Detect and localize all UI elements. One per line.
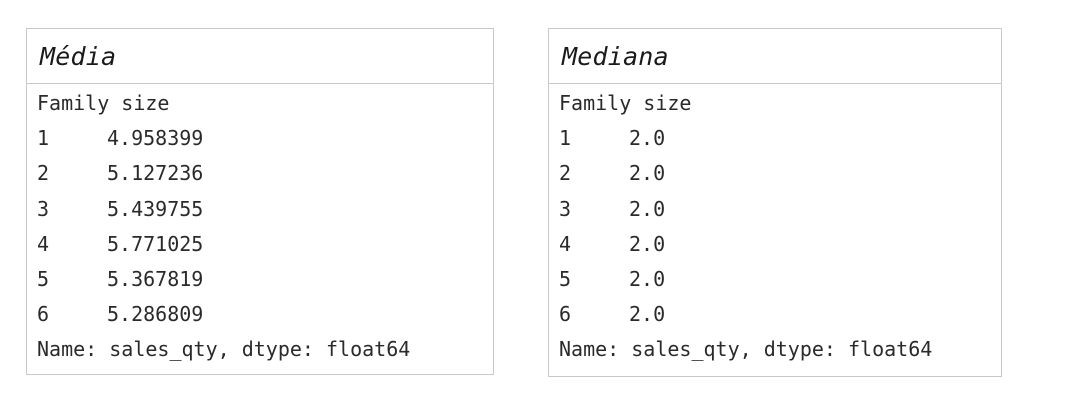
panel-title: Mediana: [562, 41, 669, 71]
row-index: 4: [559, 231, 572, 256]
row-value: 2.0: [629, 302, 666, 327]
row-value: 5.771025: [107, 231, 204, 256]
row-value: 5.367819: [107, 266, 204, 291]
row-value: 2.0: [629, 126, 666, 151]
series-footer: Name: sales_qty, dtype: float64: [37, 337, 411, 362]
mean-output-panel: Média Family size 1 4.958399 2 5.127236 3 5…: [26, 28, 494, 375]
row-value: 2.0: [629, 266, 666, 291]
table-row: 6 5.286809: [37, 297, 493, 332]
median-output-panel: Mediana Family size 1 2.0 2 2.0 3 2.0 4 2.0 …: [548, 28, 1002, 377]
series-footer: Name: sales_qty, dtype: float64: [559, 337, 933, 362]
table-row: 3 5.439755: [37, 192, 493, 227]
row-index: 5: [559, 266, 572, 291]
table-row: 1 4.958399: [37, 121, 493, 156]
row-index: 1: [37, 126, 50, 151]
row-index: 5: [37, 266, 50, 291]
row-value: 5.127236: [107, 161, 204, 186]
table-row: 1 2.0: [559, 121, 1001, 156]
row-index: 1: [559, 126, 572, 151]
row-value: 2.0: [629, 196, 666, 221]
panel-header: Mediana: [549, 29, 1001, 84]
index-name: Family size: [37, 91, 170, 115]
table-row: 2 5.127236: [37, 156, 493, 191]
index-name: Family size: [559, 91, 692, 115]
row-index: 2: [559, 161, 572, 186]
row-index: 4: [37, 231, 50, 256]
row-index: 3: [559, 196, 572, 221]
table-row: 6 2.0: [559, 297, 1001, 332]
series-output: Family size 1 4.958399 2 5.127236 3 5.43975…: [27, 84, 493, 368]
row-value: 5.286809: [107, 302, 204, 327]
table-row: 3 2.0: [559, 192, 1001, 227]
row-index: 2: [37, 161, 50, 186]
row-value: 4.958399: [107, 126, 204, 151]
row-value: 5.439755: [107, 196, 204, 221]
row-index: 3: [37, 196, 50, 221]
panel-title: Média: [40, 41, 117, 71]
panel-header: Média: [27, 29, 493, 84]
row-value: 2.0: [629, 161, 666, 186]
table-row: 4 2.0: [559, 227, 1001, 262]
table-row: 5 5.367819: [37, 262, 493, 297]
row-index: 6: [37, 302, 50, 327]
row-index: 6: [559, 302, 572, 327]
series-output: Family size 1 2.0 2 2.0 3 2.0 4 2.0 5 2.0 6 2.…: [549, 84, 1001, 368]
table-row: 2 2.0: [559, 156, 1001, 191]
table-row: 5 2.0: [559, 262, 1001, 297]
table-row: 4 5.771025: [37, 227, 493, 262]
row-value: 2.0: [629, 231, 666, 256]
